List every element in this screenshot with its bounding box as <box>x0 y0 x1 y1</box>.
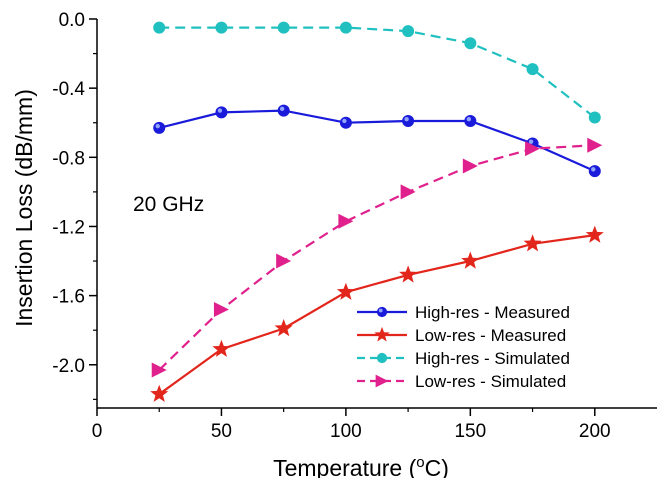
x-axis-title-main: Temperature ( <box>273 455 417 478</box>
legend-marker-highlight <box>378 308 383 313</box>
series-3 <box>153 21 601 124</box>
data-point <box>525 141 541 157</box>
series-line <box>158 234 595 396</box>
legend-entry: Low-res - Measured <box>357 326 566 345</box>
data-point <box>153 21 166 34</box>
y-tick-label: -2.0 <box>52 356 85 377</box>
data-point <box>336 282 355 300</box>
series-line <box>158 144 595 371</box>
data-point <box>339 21 352 34</box>
legend-label: High-res - Simulated <box>415 349 570 368</box>
x-tick-label: 50 <box>211 421 232 442</box>
x-axis-title: Temperature (oC) <box>273 454 449 478</box>
data-point <box>212 339 231 357</box>
legend-entry: High-res - Simulated <box>357 349 570 368</box>
x-axis-title-unit: C) <box>425 455 449 478</box>
axes-layer: 0 50 100 150 200 0.0 -0.4 -0.8 -1.2 -1.6 -2.0 <box>52 10 657 442</box>
legend-entry: Low-res - Simulated <box>357 372 566 391</box>
data-point <box>464 37 477 50</box>
data-point <box>588 111 601 124</box>
data-point-highlight <box>404 117 409 122</box>
data-point <box>215 106 228 119</box>
data-point <box>150 384 169 402</box>
legend-label: High-res - Measured <box>415 303 570 322</box>
data-point <box>587 137 603 153</box>
data-point <box>277 21 290 34</box>
series-1 <box>153 104 601 178</box>
data-point <box>461 251 480 269</box>
data-point <box>588 165 601 178</box>
x-axis-title-degree: o <box>416 454 424 471</box>
data-point <box>277 104 290 117</box>
data-point <box>338 213 354 229</box>
y-tick-label: -0.4 <box>52 79 85 100</box>
legend-marker <box>375 374 389 388</box>
data-point-highlight <box>342 118 347 124</box>
y-tick-label: -1.2 <box>52 217 85 238</box>
data-point <box>276 253 292 269</box>
frequency-annotation: 20 GHz <box>133 193 204 216</box>
y-tick-label: -1.6 <box>52 287 85 308</box>
series-4 <box>151 137 603 378</box>
data-point-highlight <box>466 117 472 122</box>
legend-label: Low-res - Simulated <box>415 372 566 391</box>
data-point <box>153 121 166 134</box>
legend-entry: High-res - Measured <box>357 303 570 322</box>
series-line <box>158 109 596 173</box>
series-layer <box>150 21 604 402</box>
legend-label: Low-res - Measured <box>415 326 566 345</box>
data-point-highlight <box>591 167 596 172</box>
x-tick-label: 100 <box>330 421 362 442</box>
y-axis-title: Insertion Loss (dB/mm) <box>11 89 37 327</box>
data-point-highlight <box>217 108 223 113</box>
data-point <box>402 115 415 128</box>
data-point <box>462 158 478 174</box>
series-line <box>159 26 596 119</box>
series-2 <box>150 225 604 402</box>
data-point <box>274 319 293 337</box>
y-tick-label: -0.8 <box>52 148 85 169</box>
data-point <box>215 21 228 34</box>
data-point-highlight <box>155 123 160 129</box>
legend: High-res - Measured Low-res - Measured Hig… <box>357 303 570 391</box>
legend-marker <box>376 352 388 364</box>
data-point <box>399 265 418 283</box>
data-point <box>151 362 167 378</box>
data-point-highlight <box>279 106 285 112</box>
y-tick-label: 0.0 <box>59 10 85 31</box>
data-point <box>523 234 542 252</box>
x-tick-label: 150 <box>454 421 486 442</box>
data-point <box>400 184 416 200</box>
data-point-highlight <box>528 139 534 144</box>
data-point <box>213 301 229 317</box>
data-point <box>464 115 477 128</box>
legend-marker <box>374 326 390 342</box>
data-point <box>402 25 415 38</box>
data-point <box>585 225 604 243</box>
legend-marker <box>376 306 388 318</box>
data-point <box>526 63 539 76</box>
x-tick-label: 200 <box>579 421 611 442</box>
x-tick-label: 0 <box>92 421 103 442</box>
data-point <box>339 116 352 129</box>
